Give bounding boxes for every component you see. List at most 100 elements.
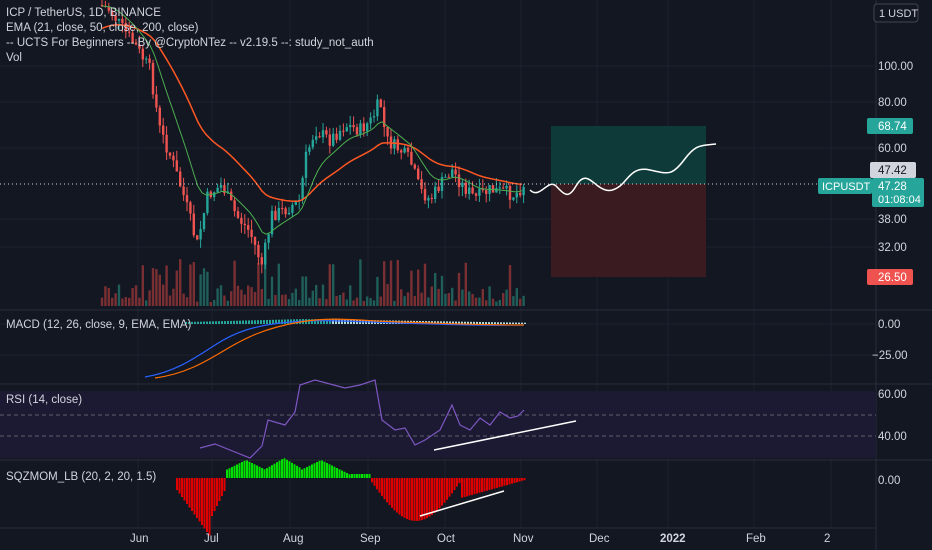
price-axis: 100.00 80.00 60.00 38.00 32.00 0.00 −25.… xyxy=(872,61,913,487)
candle-body xyxy=(311,139,314,148)
candle-body xyxy=(420,179,423,189)
candle-body xyxy=(196,235,199,240)
candle-body xyxy=(189,202,192,214)
volume-bar xyxy=(247,285,250,306)
sqz-bar xyxy=(186,478,188,504)
volume-bar xyxy=(315,284,318,306)
volume-bar xyxy=(410,270,413,306)
macd-label[interactable]: MACD (12, 26, close, 9, EMA, EMA) xyxy=(6,319,192,331)
sqz-bar xyxy=(428,478,431,517)
sqz-bar xyxy=(483,478,486,492)
volume-bar xyxy=(277,263,280,306)
sqz-bar xyxy=(441,478,443,506)
volume-bar xyxy=(481,288,484,306)
macd-bar xyxy=(323,319,325,324)
sqz-bar xyxy=(283,458,286,478)
volume-bar xyxy=(355,297,359,306)
sqz-bar xyxy=(403,478,406,518)
sqz-bar xyxy=(181,478,183,497)
volume-bar xyxy=(138,297,141,306)
candle-body xyxy=(342,130,345,132)
candle-body xyxy=(284,208,287,215)
volume-bar xyxy=(423,263,427,306)
volume-bar xyxy=(457,272,461,306)
ticker-text: ICPUSDT xyxy=(822,181,871,193)
volume-bar xyxy=(107,287,110,306)
volume-bar xyxy=(155,269,158,306)
volume-bar xyxy=(162,284,165,306)
volume-bar xyxy=(471,293,474,306)
candle-body xyxy=(270,210,274,235)
sqz-bar xyxy=(438,478,441,509)
candle-body xyxy=(128,31,131,33)
sqz-bar xyxy=(301,469,303,478)
candle-body xyxy=(250,229,253,238)
target-price-badge xyxy=(867,118,913,134)
volume-bar xyxy=(444,293,447,306)
sqz-bar xyxy=(446,478,448,500)
candle-body xyxy=(461,182,464,188)
volume-bar xyxy=(243,294,246,306)
sqz-bar xyxy=(383,478,386,500)
sqz-bar xyxy=(418,478,421,521)
candle-body xyxy=(247,225,250,230)
target-zone xyxy=(551,126,706,184)
sqz-bar xyxy=(271,465,273,478)
candle-body xyxy=(114,15,117,21)
sqz-bar xyxy=(451,478,453,494)
volume-bar xyxy=(498,299,501,306)
volume-bar xyxy=(372,300,376,306)
candle-body xyxy=(117,18,121,21)
sqz-bar xyxy=(393,478,396,511)
volume-bar xyxy=(502,293,505,306)
sqz-bar xyxy=(286,459,288,478)
candle-body xyxy=(403,147,406,153)
sqz-bar xyxy=(208,478,211,536)
macd-bar xyxy=(476,321,478,324)
macd-bar xyxy=(275,319,277,324)
macd-bar xyxy=(440,321,442,324)
candle-body xyxy=(359,123,362,135)
candle-body xyxy=(216,187,219,193)
volume-bar xyxy=(151,268,155,306)
macd-bar xyxy=(509,322,511,324)
volume-bar xyxy=(512,296,515,306)
candle-body xyxy=(464,182,467,194)
sqz-bar xyxy=(406,478,408,520)
candle-body xyxy=(447,176,450,178)
volume-bar xyxy=(485,300,488,306)
candle-body xyxy=(318,136,321,138)
sqz-trendline xyxy=(419,490,505,517)
macd-bar xyxy=(326,319,328,324)
macd-bar xyxy=(488,322,490,324)
sqz-bar xyxy=(433,478,436,513)
volume-bar xyxy=(447,293,450,306)
macd-bar xyxy=(206,321,208,324)
sqz-bar xyxy=(318,460,321,478)
tick-label: 60.00 xyxy=(878,389,907,401)
candle-body xyxy=(134,42,138,45)
sqz-bar xyxy=(263,469,266,478)
sqz-bar xyxy=(266,468,268,478)
sqz-bar xyxy=(316,462,318,478)
symbol-title[interactable]: ICP / TetherUS, 1D, BINANCE xyxy=(6,7,161,19)
ema50-line xyxy=(101,24,523,202)
candle-body xyxy=(253,237,257,245)
rsi-label[interactable]: RSI (14, close) xyxy=(6,394,83,406)
candle-body xyxy=(107,6,110,11)
tick-label: Feb xyxy=(746,533,766,545)
currency-badge[interactable] xyxy=(873,3,919,23)
volume-bar xyxy=(223,295,226,306)
macd-bar xyxy=(458,321,460,324)
ucts-indicator-label[interactable]: -- UCTS For Beginners -- By @CryptoNTez … xyxy=(6,37,374,49)
sqz-bar xyxy=(408,478,411,520)
ema-indicator-label[interactable]: EMA (21, close, 50, close, 200, close) xyxy=(6,22,199,34)
sqz-bar xyxy=(303,468,306,478)
sqz-bar xyxy=(191,478,193,511)
sqz-label[interactable]: SQZMOM_LB (20, 2, 20, 1.5) xyxy=(6,471,157,483)
sqz-bar xyxy=(291,462,293,478)
volume-indicator-label[interactable]: Vol xyxy=(6,52,22,64)
candle-body xyxy=(219,185,223,188)
candle-body xyxy=(434,186,437,199)
